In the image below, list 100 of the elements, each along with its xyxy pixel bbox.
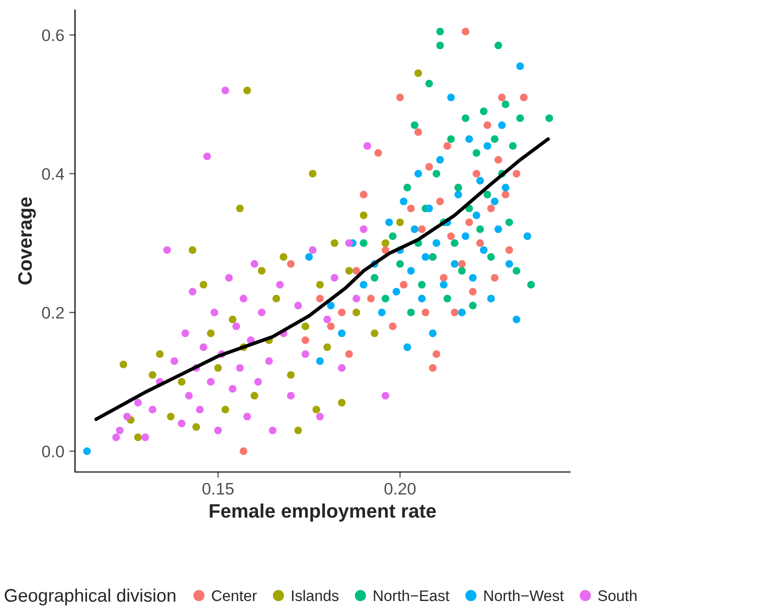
point <box>462 114 470 122</box>
x-tick-label: 0.15 <box>202 482 234 495</box>
point <box>250 392 258 400</box>
point <box>200 343 208 351</box>
point <box>490 274 498 282</box>
point <box>214 364 222 372</box>
point <box>465 218 473 226</box>
point <box>268 426 276 434</box>
point <box>370 329 378 338</box>
point <box>236 364 244 372</box>
point <box>458 308 466 316</box>
point <box>487 253 495 261</box>
point <box>83 447 91 455</box>
point <box>418 280 426 289</box>
legend-label: South <box>598 590 636 602</box>
point <box>502 184 510 192</box>
point <box>134 434 142 442</box>
point <box>352 308 360 316</box>
point <box>360 225 368 234</box>
point <box>407 204 415 212</box>
point <box>469 274 477 282</box>
point <box>458 260 466 268</box>
point <box>222 406 230 414</box>
point <box>414 128 422 136</box>
point <box>484 121 492 129</box>
point <box>392 288 400 296</box>
point <box>520 94 528 102</box>
point <box>170 357 178 365</box>
point <box>345 350 353 358</box>
point <box>360 239 368 247</box>
y-tick-label: 0.2 <box>42 306 64 319</box>
point <box>450 239 458 247</box>
point <box>243 412 251 420</box>
point <box>502 100 510 108</box>
point <box>440 274 448 282</box>
point <box>352 294 360 302</box>
point <box>243 86 251 94</box>
point <box>200 280 208 289</box>
point <box>222 86 230 94</box>
point <box>148 406 156 414</box>
point <box>436 156 444 164</box>
point <box>258 308 266 316</box>
point <box>388 232 397 240</box>
point <box>305 253 313 261</box>
y-axis-title: Coverage <box>18 197 36 285</box>
point <box>192 423 200 431</box>
point <box>360 280 368 289</box>
point <box>404 184 412 192</box>
point <box>484 142 492 150</box>
point <box>327 302 335 310</box>
point <box>472 170 480 178</box>
x-axis-title: Female employment rate <box>210 504 436 522</box>
point <box>396 94 404 102</box>
point <box>440 280 448 289</box>
point <box>480 107 488 116</box>
point <box>123 412 131 420</box>
point <box>225 274 233 282</box>
point <box>498 94 506 102</box>
point <box>476 239 484 247</box>
point <box>400 198 408 206</box>
point <box>436 198 444 206</box>
point <box>404 343 412 351</box>
point <box>432 170 440 178</box>
point <box>116 426 124 434</box>
point <box>214 426 222 434</box>
point <box>444 142 452 150</box>
point <box>156 350 164 358</box>
point <box>472 212 480 220</box>
point <box>163 246 171 254</box>
point <box>236 204 244 212</box>
point <box>360 190 368 198</box>
point <box>287 392 295 400</box>
point <box>432 350 440 358</box>
point <box>450 308 458 316</box>
point <box>370 274 378 282</box>
point <box>203 152 211 160</box>
point <box>148 371 156 379</box>
point <box>240 447 248 455</box>
point <box>308 170 316 178</box>
point <box>228 384 236 393</box>
point <box>418 225 426 234</box>
point <box>484 190 492 198</box>
point <box>425 80 433 88</box>
point <box>509 142 517 150</box>
point <box>367 294 375 302</box>
point <box>512 267 520 275</box>
point <box>240 294 248 302</box>
point <box>323 316 332 324</box>
point <box>414 69 422 77</box>
point <box>112 434 120 442</box>
point <box>338 364 346 372</box>
point <box>505 260 514 268</box>
point <box>490 135 498 143</box>
point <box>428 329 437 338</box>
point <box>462 232 470 240</box>
point <box>272 294 280 302</box>
point <box>210 308 218 316</box>
point <box>188 246 196 254</box>
point <box>308 246 316 254</box>
point <box>425 204 433 212</box>
